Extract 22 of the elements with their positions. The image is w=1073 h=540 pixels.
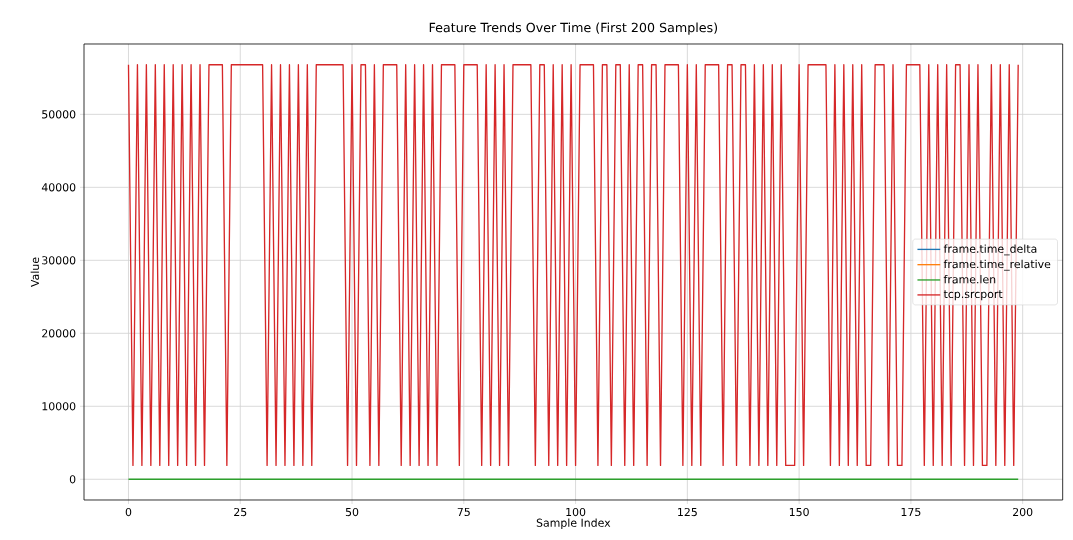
y-tick-label: 20000 bbox=[42, 329, 76, 338]
y-axis-title: Value bbox=[30, 257, 40, 287]
legend-label: frame.time_relative bbox=[943, 259, 1051, 271]
y-tick-label: 10000 bbox=[42, 402, 76, 411]
x-tick-label: 25 bbox=[234, 507, 247, 517]
x-tick-label: 175 bbox=[901, 507, 921, 517]
x-tick-label: 50 bbox=[345, 507, 359, 517]
y-tick-label: 30000 bbox=[42, 256, 76, 265]
x-tick-label: 125 bbox=[678, 507, 697, 517]
y-tick-label: 50000 bbox=[42, 110, 76, 119]
x-axis-title: Sample Index bbox=[536, 518, 611, 529]
legend-label: frame.time_delta bbox=[943, 244, 1037, 256]
chart-title: Feature Trends Over Time (First 200 Samples) bbox=[429, 22, 718, 35]
y-tick-label: 40000 bbox=[41, 183, 76, 192]
x-tick-label: 0 bbox=[125, 507, 132, 517]
x-tick-label: 200 bbox=[1013, 507, 1033, 517]
legend-label: tcp.srcport bbox=[943, 290, 1003, 301]
legend-label: frame.len bbox=[943, 274, 996, 284]
y-tick-label: 0 bbox=[69, 475, 76, 484]
x-tick-label: 150 bbox=[789, 507, 809, 517]
x-tick-label: 75 bbox=[457, 507, 470, 517]
x-tick-label: 100 bbox=[566, 507, 586, 517]
